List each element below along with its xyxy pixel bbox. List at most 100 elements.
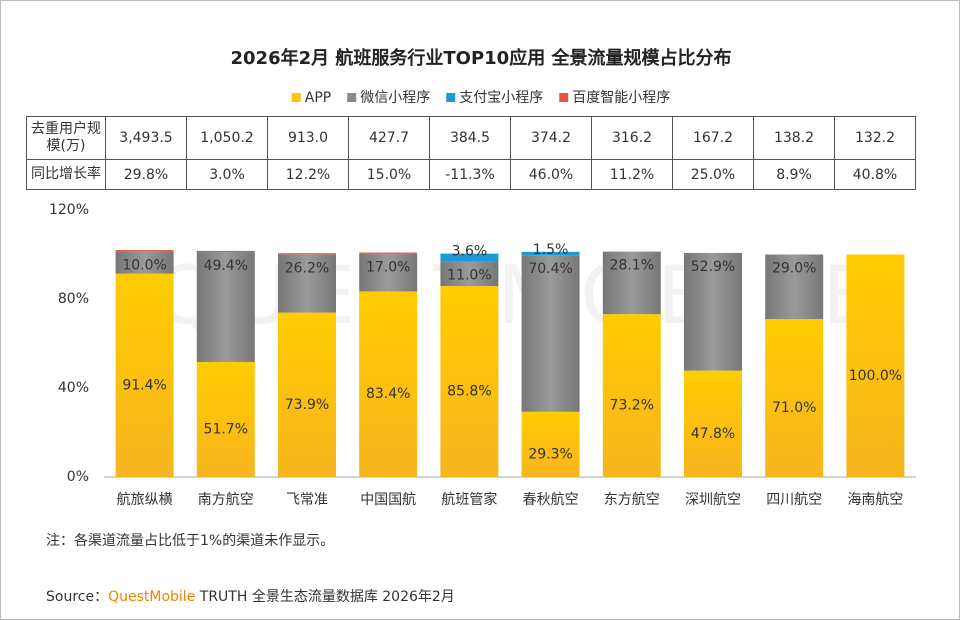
table-cell: 427.7 <box>348 116 430 160</box>
data-label: 10.0% <box>122 257 166 273</box>
x-tick-label: 四川航空 <box>766 492 822 508</box>
bar-segment <box>115 251 174 274</box>
bar-segment <box>196 361 255 477</box>
legend-swatch <box>559 93 569 102</box>
table-cell: 913.0 <box>267 116 349 160</box>
table-cell: 384.5 <box>429 116 511 160</box>
table-cell: 11.2% <box>591 159 673 190</box>
source-prefix: Source： <box>46 589 108 605</box>
table-cell: 167.2 <box>672 116 754 160</box>
data-label: 49.4% <box>204 258 248 274</box>
x-tick-label: 飞常准 <box>286 492 328 508</box>
data-label: 91.4% <box>122 377 166 393</box>
legend-label: 微信小程序 <box>360 90 430 106</box>
x-tick-label: 东方航空 <box>604 492 660 508</box>
legend-swatch <box>291 93 301 102</box>
table-cell: 3.0% <box>186 159 268 190</box>
bar-segment <box>196 250 255 253</box>
data-label: 51.7% <box>204 421 248 437</box>
table-cell: 374.2 <box>510 116 592 160</box>
legend-swatch <box>446 93 456 102</box>
table-cell: 46.0% <box>510 159 592 190</box>
legend-label: APP <box>305 90 331 106</box>
bar-segment <box>684 252 742 371</box>
legend-label: 支付宝小程序 <box>459 90 543 106</box>
source-brand: QuestMobile <box>108 589 195 605</box>
table-cell: 8.9% <box>753 159 835 190</box>
table-cell: 132.2 <box>834 116 916 160</box>
source-text: TRUTH 全景生态流量数据库 2026年2月 <box>199 588 455 605</box>
table-cell: 3,493.5 <box>105 116 187 160</box>
bar-segment <box>196 252 255 362</box>
table-row: 去重用户规模(万) 3,493.5 1,050.2 913.0 427.7 384.5 37… <box>26 116 916 160</box>
watermark: QUESTMOBILE <box>155 249 886 342</box>
bar-segment <box>602 314 661 477</box>
legend: APP 微信小程序 支付宝小程序 百度智能小程序 <box>291 90 670 106</box>
table-cell: 同比增长率 <box>26 159 106 190</box>
bar-segment <box>765 319 824 477</box>
data-label: 85.8% <box>447 384 491 400</box>
bar-segment <box>359 291 418 477</box>
bar-segment <box>115 250 174 252</box>
note: 注：各渠道流量占比低于1%的渠道未作显示。 <box>46 533 334 549</box>
data-label: 52.9% <box>691 259 735 275</box>
data-label: 29.0% <box>772 261 816 277</box>
table-cell: 25.0% <box>672 159 754 190</box>
data-label: 71.0% <box>772 400 816 416</box>
table-cell: 12.2% <box>267 159 349 190</box>
data-label: 28.1% <box>610 258 654 274</box>
data-label: 17.0% <box>366 260 410 276</box>
bar-segment <box>278 253 336 255</box>
x-tick-label: 春秋航空 <box>523 492 579 508</box>
bar-segment <box>278 254 336 313</box>
data-table: 去重用户规模(万) 3,493.5 1,050.2 913.0 427.7 384.5 37… <box>26 116 916 190</box>
source: Source：QuestMobile TRUTH 全景生态流量数据库 2026年… <box>46 588 455 605</box>
table-cell: 29.8% <box>105 159 187 190</box>
bar-segment <box>846 254 905 477</box>
x-tick-label: 航班管家 <box>441 491 497 508</box>
bar-segment <box>521 255 580 412</box>
bar-segment <box>440 286 499 477</box>
data-label: 3.6% <box>452 244 488 260</box>
x-tick-label: 中国国航 <box>360 492 416 508</box>
data-label: 73.9% <box>285 397 329 413</box>
data-label: 1.5% <box>533 242 569 258</box>
y-tick-label: 40% <box>58 380 89 396</box>
data-label: 26.2% <box>285 260 329 276</box>
x-tick-label: 深圳航空 <box>685 492 741 508</box>
x-tick-label: 南方航空 <box>198 492 254 508</box>
bar-segment <box>765 254 824 320</box>
bar-segment <box>521 251 580 256</box>
legend-swatch <box>347 93 357 102</box>
table-cell: 138.2 <box>753 116 835 160</box>
y-tick-label: 80% <box>58 291 89 307</box>
x-tick-label: 海南航空 <box>847 492 903 508</box>
data-label: 83.4% <box>366 386 410 402</box>
table-cell: 15.0% <box>348 159 430 190</box>
bar-segment <box>359 252 418 254</box>
table-cell: 40.8% <box>834 159 916 190</box>
bar-segment <box>440 253 499 262</box>
bar-segment <box>440 261 499 287</box>
bar-segment <box>359 253 418 292</box>
data-label: 100.0% <box>849 368 902 384</box>
table-cell: 去重用户规模(万) <box>26 116 106 160</box>
data-label: 70.4% <box>528 261 572 277</box>
table-cell: -11.3% <box>429 159 511 190</box>
x-tick-label: 航旅纵横 <box>117 492 173 508</box>
bar-segment <box>521 411 580 477</box>
chart-title: 2026年2月 航班服务行业TOP10应用 全景流量规模占比分布 <box>231 47 732 69</box>
legend-label: 百度智能小程序 <box>572 90 670 106</box>
table-row: 同比增长率 29.8% 3.0% 12.2% 15.0% -11.3% 46.0% 11.2%… <box>26 159 916 190</box>
data-label: 29.3% <box>528 446 572 462</box>
y-tick-label: 120% <box>49 202 89 218</box>
data-label: 47.8% <box>691 426 735 442</box>
table-cell: 316.2 <box>591 116 673 160</box>
bar-segment <box>684 370 742 477</box>
bar-segment <box>115 273 174 477</box>
data-label: 11.0% <box>447 268 491 284</box>
table-cell: 1,050.2 <box>186 116 268 160</box>
bar-segment <box>602 251 661 315</box>
